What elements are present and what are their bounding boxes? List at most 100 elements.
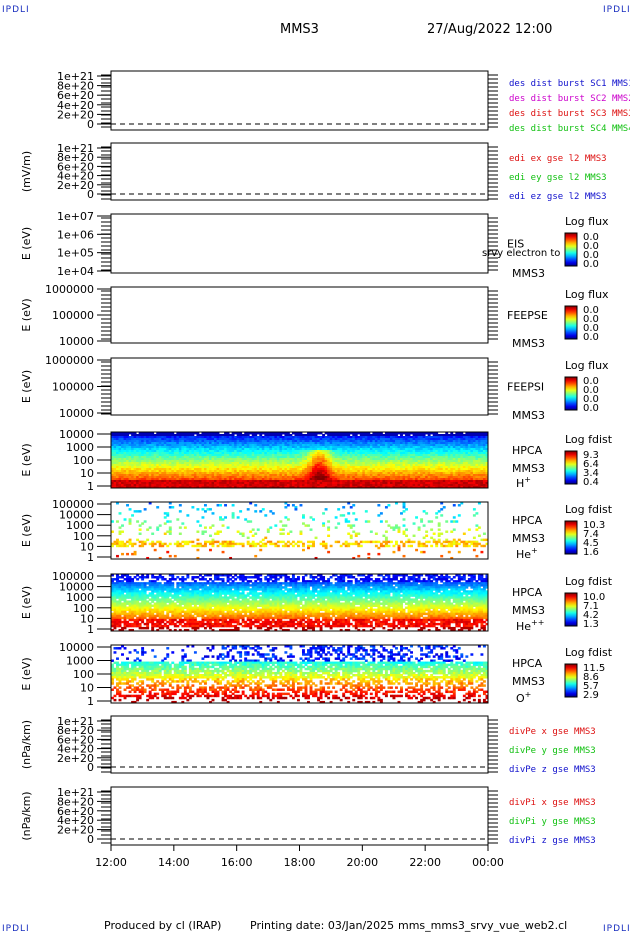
colorbar-title: Log flux [565, 288, 609, 301]
y-tick-label: 6e+20 [57, 89, 94, 102]
colorbar-title: Log flux [565, 359, 609, 372]
x-tick-label: 16:00 [221, 856, 253, 869]
legend-entry: divPi x gse MMS3 [509, 798, 596, 808]
y-tick-label: 0 [87, 833, 94, 846]
side-ticks-9 [101, 719, 498, 773]
legend-entry: des dist burst SC1 MMS1 [509, 79, 630, 89]
species-label: H+ [516, 475, 531, 490]
y-tick-label: 6e+20 [57, 733, 94, 746]
legend-entry: des dist burst SC2 MMS2 [509, 94, 630, 104]
y-tick-label: 0 [87, 188, 94, 201]
instrument-label: EIS [507, 238, 524, 251]
panel-frame-0 [110, 70, 489, 131]
y-tick-label: 2e+20 [57, 108, 94, 121]
y-tick-label: 0 [87, 118, 94, 131]
y-axis-label: E (eV) [20, 657, 33, 690]
instrument-label: FEEPSI [507, 381, 544, 394]
colorbar-tick-label: 0.0 [583, 385, 599, 396]
colorbar-title: Log flux [565, 215, 609, 228]
legend-entry: divPi z gse MMS3 [509, 836, 596, 846]
colorbar [564, 450, 578, 485]
y-tick-label: 1e+21 [57, 786, 94, 799]
colorbar-tick-label: 6.4 [583, 459, 599, 470]
instrument-label: FEEPSE [507, 309, 548, 322]
side-ticks-10 [101, 790, 498, 844]
x-tick-label: 14:00 [158, 856, 190, 869]
panel-frame-9 [110, 715, 489, 774]
y-tick-label: 8e+20 [57, 80, 94, 93]
legend-entry: edi ex gse l2 MMS3 [509, 154, 607, 164]
colorbar-title: Log fdist [565, 575, 613, 588]
side-ticks-0 [101, 74, 498, 128]
y-tick-label: 1e+21 [57, 715, 94, 728]
instrument-label: HPCA [512, 444, 543, 457]
colorbar [564, 520, 578, 555]
y-axis-label: E (eV) [20, 298, 33, 331]
colorbar-tick-label: 0.0 [583, 314, 599, 325]
side-ticks-2 [101, 217, 498, 271]
panel-frame-6 [110, 501, 489, 560]
y-tick-label: 100000 [52, 498, 94, 511]
y-tick-label: 100 [73, 668, 94, 681]
legend-entry: edi ey gse l2 MMS3 [509, 173, 607, 183]
y-tick-label: 0 [87, 761, 94, 774]
y-tick-label: 1 [87, 551, 94, 564]
y-tick-label: 100 [73, 454, 94, 467]
panel-frame-7 [110, 573, 489, 632]
panel-frame-1 [110, 142, 489, 201]
spectrogram-panel-8 [111, 645, 489, 704]
panel-frame-2 [110, 213, 489, 274]
species-label: He++ [516, 618, 544, 633]
y-tick-label: 1 [87, 480, 94, 493]
y-tick-label: 6e+20 [57, 805, 94, 818]
colorbar-tick-label: 1.3 [583, 619, 599, 630]
corner-label-top-left: IPDLI [2, 5, 30, 15]
side-ticks-3 [101, 290, 498, 340]
y-axis-label: (mV/m) [20, 151, 33, 192]
colorbar-title: Log fdist [565, 503, 613, 516]
y-tick-label: 1e+06 [57, 228, 94, 241]
species-label: O+ [516, 690, 531, 705]
y-tick-label: 1000 [66, 441, 94, 454]
y-tick-label: 1e+21 [57, 70, 94, 83]
y-tick-label: 8e+20 [57, 151, 94, 164]
colorbar-tick-label: 0.0 [583, 394, 599, 405]
colorbar-tick-label: 0.0 [583, 232, 599, 243]
side-ticks-1 [101, 146, 498, 200]
colorbar-tick-label: 0.4 [583, 477, 599, 488]
side-ticks-4 [101, 361, 498, 415]
y-tick-label: 8e+20 [57, 795, 94, 808]
y-tick-label: 1000 [66, 655, 94, 668]
y-tick-label: 4e+20 [57, 99, 94, 112]
colorbar-tick-label: 4.2 [583, 610, 599, 621]
y-tick-label: 10 [80, 467, 94, 480]
instrument-mms-label: MMS3 [512, 532, 545, 545]
y-tick-label: 1e+04 [57, 265, 94, 278]
y-axis-label: (nPa/km) [20, 791, 33, 840]
legend-entry: divPe z gse MMS3 [509, 765, 596, 775]
colorbar-tick-label: 0.0 [583, 323, 599, 334]
colorbar-tick-label: 0.0 [583, 403, 599, 414]
instrument-mms-label: MMS3 [512, 337, 545, 350]
colorbar [564, 305, 578, 340]
y-tick-label: 10000 [59, 509, 94, 522]
colorbar-tick-label: 2.9 [583, 690, 599, 701]
legend-entry: divPe y gse MMS3 [509, 746, 596, 756]
colorbar [564, 232, 578, 267]
colorbar-tick-label: 7.4 [583, 529, 599, 540]
colorbar-tick-label: 4.5 [583, 538, 599, 549]
instrument-label: HPCA [512, 586, 543, 599]
instrument-mms-label: MMS3 [512, 462, 545, 475]
instrument-mms-label: MMS3 [512, 675, 545, 688]
colorbar-tick-label: 0.0 [583, 332, 599, 343]
y-tick-label: 8e+20 [57, 724, 94, 737]
colorbar [564, 376, 578, 411]
y-tick-label: 1e+07 [57, 210, 94, 223]
footer-filename: mms_mms3_srvy_vue_web2.cl [398, 919, 568, 932]
panel-frame-4 [110, 357, 489, 416]
corner-label-bottom-left: IPDLI [2, 924, 30, 934]
colorbar [564, 663, 578, 698]
y-tick-label: 1 [87, 623, 94, 636]
spacecraft-title: MMS3 [280, 22, 319, 37]
y-tick-label: 4e+20 [57, 814, 94, 827]
